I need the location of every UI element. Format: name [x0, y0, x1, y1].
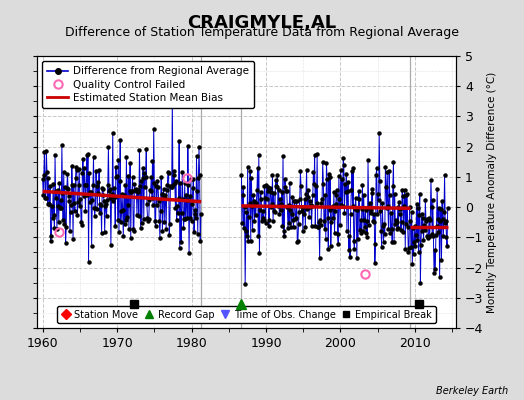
Text: Berkeley Earth: Berkeley Earth — [436, 386, 508, 396]
Legend: Station Move, Record Gap, Time of Obs. Change, Empirical Break: Station Move, Record Gap, Time of Obs. C… — [57, 306, 436, 324]
Text: Difference of Station Temperature Data from Regional Average: Difference of Station Temperature Data f… — [65, 26, 459, 39]
Text: CRAIGMYLE,AL: CRAIGMYLE,AL — [188, 14, 336, 32]
Y-axis label: Monthly Temperature Anomaly Difference (°C): Monthly Temperature Anomaly Difference (… — [487, 71, 497, 313]
